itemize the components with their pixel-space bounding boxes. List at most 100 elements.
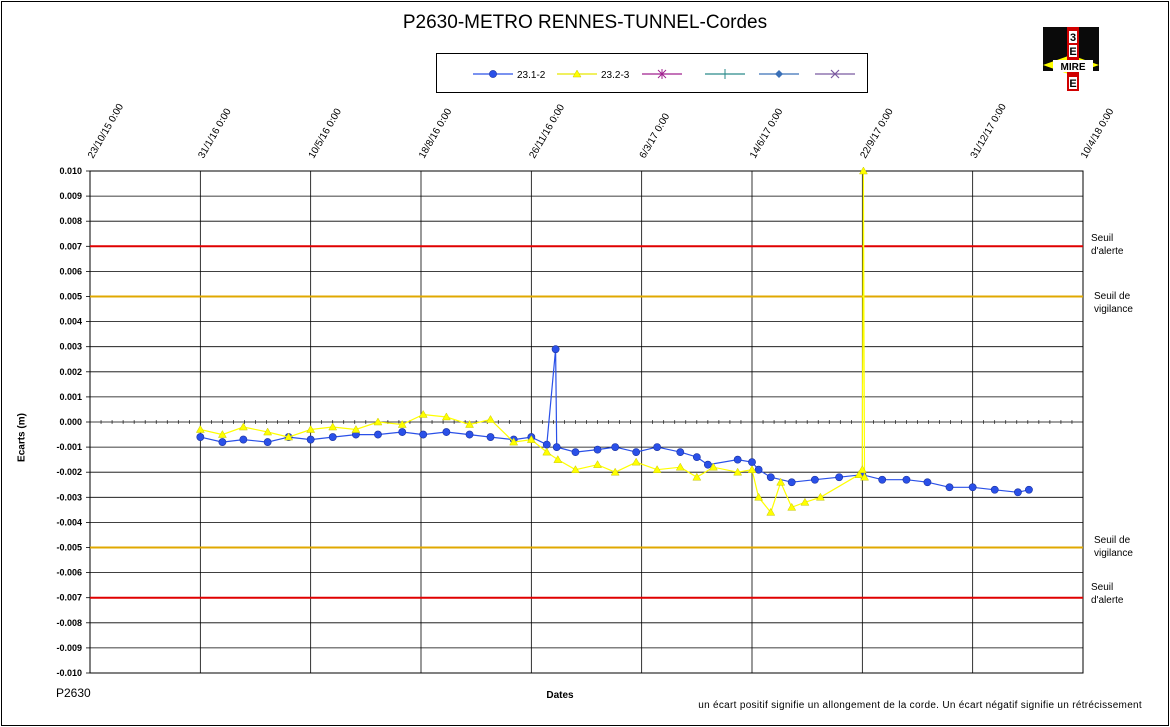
data-point [800,497,810,506]
data-point [542,447,552,456]
legend-marker [572,69,582,78]
data-point [328,422,338,431]
x-tick-label: 22/9/17 0:00 [858,106,896,160]
y-tick-label: 0.004 [59,317,82,327]
data-point [465,430,474,439]
y-tick-label: -0.002 [56,467,82,477]
data-point [611,443,620,451]
y-tick-label: 0.005 [59,292,82,302]
threshold-label-alert-top: Seuil d'alerte [1091,232,1124,258]
y-tick-label: -0.004 [56,517,82,527]
data-point [238,422,248,431]
threshold-label-vigilance-bottom-line2: vigilance [1094,548,1133,559]
data-point [754,492,764,501]
data-point [747,465,757,473]
data-point [593,460,602,468]
data-point [509,437,519,446]
data-point [351,425,361,433]
legend-entry-6 [815,69,855,79]
data-point [571,465,580,473]
y-tick-label: 0.002 [59,367,82,377]
series-line [200,170,866,514]
legend-entry-4 [705,69,745,79]
x-tick-label: 23/10/15 0:00 [86,102,126,161]
x-tick-label: 18/8/16 0:00 [417,106,455,160]
data-point [465,420,474,428]
x-tick-label: 14/6/17 0:00 [748,106,786,160]
data-point [196,433,205,441]
x-tick-label: 26/11/16 0:00 [527,102,567,160]
data-point [902,475,911,484]
data-point [328,433,337,441]
data-point [945,483,954,492]
legend-label: 23.2-3 [601,70,630,81]
logo-letter-3: E [1069,78,1076,90]
data-point [239,435,248,444]
y-tick-label: 0.009 [59,191,82,201]
logo-letter-2: E [1069,46,1076,58]
threshold-label-vigilance-bottom-line1: Seuil de [1094,535,1131,546]
data-point [766,507,776,516]
data-point [766,473,775,482]
data-point [857,465,867,473]
data-point [398,428,407,436]
data-point [733,455,742,464]
data-point [1025,485,1033,494]
data-point [652,465,662,473]
threshold-label-alert-top-line1: Seuil [1091,233,1114,244]
data-point [526,435,536,443]
data-point [442,428,451,436]
data-point [708,462,718,471]
y-tick-label: 0.003 [59,342,82,352]
x-axis-label: Dates [546,690,574,701]
data-point [692,453,701,462]
data-point [990,485,999,494]
data-point [754,465,763,474]
mire-logo: 3 E MIRE E [1043,27,1099,91]
threshold-label-vigilance-top-line1: Seuil de [1094,291,1131,302]
y-tick-label: 0.008 [59,216,82,226]
y-tick-label: -0.007 [56,593,82,603]
data-point [968,483,977,492]
threshold-label-alert-bottom-line1: Seuil [1091,582,1114,593]
data-point [374,430,382,439]
data-point [787,478,796,487]
data-point [195,425,205,433]
reference-code: P2630 [56,686,91,700]
data-point [551,345,560,354]
data-point [854,470,864,478]
y-tick-label: -0.001 [56,442,82,452]
data-point [676,448,685,457]
footer-note: un écart positif signifie un allongement… [698,700,1142,711]
y-tick-label: 0.007 [59,241,82,251]
data-point [263,438,272,446]
threshold-label-vigilance-top-line2: vigilance [1094,304,1133,315]
y-tick-label: -0.006 [56,568,82,578]
data-point [748,458,756,467]
data-point [692,472,702,481]
data-point [397,420,407,428]
y-tick-label: 0.006 [59,266,82,276]
y-tick-label: -0.009 [56,643,82,653]
data-point [217,430,227,438]
data-point [860,472,869,481]
y-tick-label: -0.010 [56,668,82,678]
data-point [419,430,428,439]
y-tick-label: -0.003 [56,492,82,502]
series-2 [195,166,869,516]
x-tick-label: 10/5/16 0:00 [307,106,345,160]
legend-entry-1: 23.1-2 [473,70,546,81]
data-point [373,417,383,426]
data-point [733,467,743,476]
x-tick-label: 31/12/17 0:00 [969,102,1009,161]
data-point [923,478,932,487]
legend-entry-2: 23.2-3 [557,69,630,81]
data-point [703,460,712,469]
data-point [859,166,868,175]
logo-text: MIRE [1061,62,1086,73]
threshold-label-alert-top-line2: d'alerte [1091,246,1124,257]
data-point [542,440,551,449]
data-point [552,443,561,451]
data-point [610,467,620,476]
